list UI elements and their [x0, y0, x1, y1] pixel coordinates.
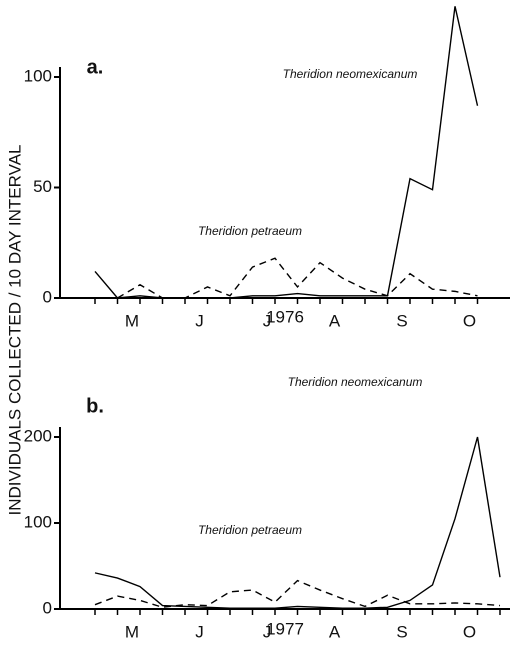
series-line: [94, 436, 501, 609]
y-tick-label: 0: [43, 287, 52, 306]
series-label: Theridion petraeum: [198, 224, 302, 238]
series-label: Theridion petraeum: [198, 523, 302, 537]
series-label: Theridion neomexicanum: [283, 67, 418, 81]
x-axis-label: 1977: [266, 619, 304, 638]
y-tick-label: 100: [24, 512, 52, 531]
series-line: [94, 6, 479, 299]
x-axis-label: 1976: [266, 307, 304, 326]
x-tick-label: J: [263, 311, 272, 330]
series-line: [94, 579, 501, 608]
x-tick-label: O: [463, 311, 476, 330]
y-tick-label: 0: [43, 598, 52, 617]
y-tick-label: 200: [24, 426, 52, 445]
panel-label: a.: [87, 56, 104, 78]
series-label: Theridion neomexicanum: [288, 375, 423, 389]
x-tick-label: J: [263, 622, 272, 641]
x-tick-label: S: [396, 311, 407, 330]
x-tick-label: S: [396, 622, 407, 641]
y-tick-label: 50: [33, 177, 52, 196]
panel-label: b.: [86, 395, 104, 417]
x-tick-label: M: [125, 311, 139, 330]
x-tick-label: J: [195, 622, 204, 641]
x-tick-label: A: [329, 311, 341, 330]
series-line: [117, 257, 478, 299]
y-tick-label: 100: [24, 66, 52, 85]
x-tick-label: M: [125, 622, 139, 641]
x-tick-label: O: [463, 622, 476, 641]
x-tick-label: J: [195, 311, 204, 330]
y-axis-label: INDIVIDUALS COLLECTED / 10 DAY INTERVAL: [5, 145, 24, 516]
x-tick-label: A: [329, 622, 341, 641]
